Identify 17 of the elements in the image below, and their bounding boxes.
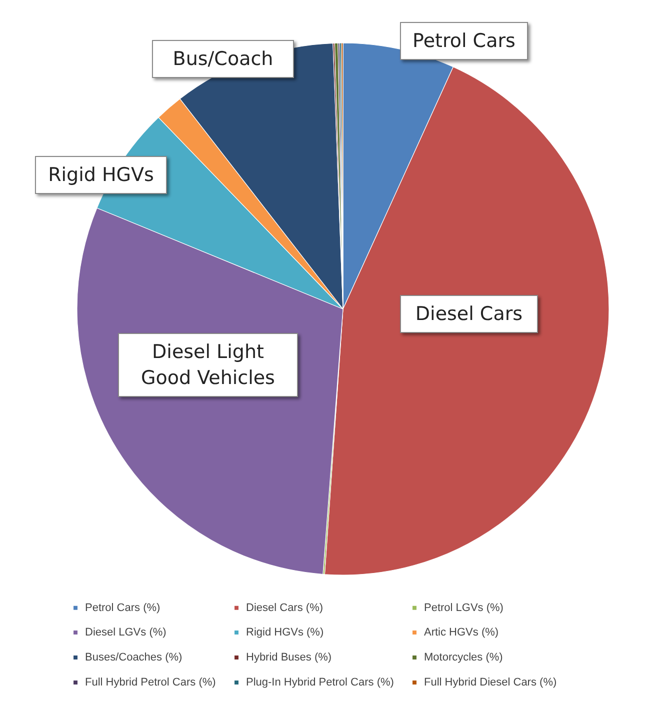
- text: Petrol Cars: [400, 22, 528, 60]
- legend-label: Buses/Coaches (%): [85, 652, 182, 664]
- legend-label: Full Hybrid Petrol Cars (%): [85, 676, 216, 688]
- text: Diesel Cars: [400, 295, 538, 333]
- text: Diesel Light Good Vehicles: [118, 333, 298, 397]
- legend-label: Petrol LGVs (%): [424, 602, 504, 614]
- text: Rigid HGVs: [35, 156, 167, 194]
- legend-label: Motorcycles (%): [424, 652, 503, 664]
- legend-label: Hybrid Buses (%): [246, 652, 332, 664]
- legend-label: Full Hybrid Diesel Cars (%): [424, 676, 557, 688]
- legend-label: Diesel LGVs (%): [85, 626, 166, 638]
- legend-label: Plug-In Hybrid Petrol Cars (%): [246, 676, 394, 688]
- legend-label: Diesel Cars (%): [246, 602, 324, 614]
- text: Bus/Coach: [152, 40, 294, 78]
- legend-label: Rigid HGVs (%): [246, 626, 324, 638]
- legend-label: Petrol Cars (%): [85, 602, 160, 614]
- legend-label: Artic HGVs (%): [424, 626, 499, 638]
